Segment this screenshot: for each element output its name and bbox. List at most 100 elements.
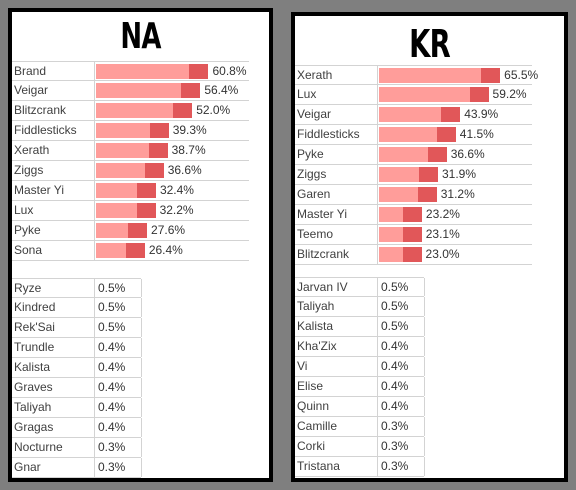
table-row: Fiddlesticks 41.5% xyxy=(295,125,532,145)
column-divider xyxy=(94,81,95,100)
champion-name: Brand xyxy=(14,64,47,78)
champion-name: Tristana xyxy=(297,459,340,473)
column-divider xyxy=(94,338,95,357)
column-divider xyxy=(424,278,425,296)
bar-cap xyxy=(441,107,461,122)
table-row: Teemo 23.1% xyxy=(295,225,532,245)
column-divider xyxy=(377,278,378,296)
data-label: 41.5% xyxy=(459,127,494,141)
table-row: Fiddlesticks 39.3% xyxy=(12,121,249,141)
table-value: 0.5% xyxy=(98,320,126,334)
column-divider xyxy=(94,298,95,317)
data-label: 52.0% xyxy=(196,103,231,117)
bar xyxy=(379,107,461,122)
bar-cap xyxy=(436,127,456,142)
column-divider xyxy=(94,318,95,337)
champion-name: Elise xyxy=(297,379,324,393)
data-label: 23.0% xyxy=(425,247,460,261)
champion-name: Lux xyxy=(14,203,34,217)
table-value: 0.3% xyxy=(381,459,409,473)
column-divider xyxy=(94,241,95,260)
column-divider xyxy=(141,298,142,317)
champion-name: Xerath xyxy=(14,143,50,157)
champion-name: Graves xyxy=(14,380,53,394)
column-divider xyxy=(377,337,378,356)
column-divider xyxy=(377,245,378,264)
column-divider xyxy=(424,417,425,436)
column-divider xyxy=(424,457,425,476)
table-row: Ziggs 36.6% xyxy=(12,161,249,181)
bar-cap xyxy=(144,163,164,178)
table-row: Quinn 0.4% xyxy=(295,397,425,417)
champion-name: Garen xyxy=(297,187,331,201)
data-label: 38.7% xyxy=(171,143,206,157)
column-divider xyxy=(377,85,378,104)
column-divider xyxy=(94,418,95,437)
champion-name: Rek'Sai xyxy=(14,320,55,334)
bar-cap xyxy=(469,87,489,102)
champion-name: Camille xyxy=(297,419,338,433)
column-divider xyxy=(377,357,378,376)
table-row: Sona 26.4% xyxy=(12,241,249,261)
table-value: 0.4% xyxy=(98,400,126,414)
table-row: Lux 59.2% xyxy=(295,85,532,105)
table-row: Kindred 0.5% xyxy=(12,298,142,318)
champion-name: Jarvan IV xyxy=(297,280,348,294)
table-row: Xerath 38.7% xyxy=(12,141,249,161)
champion-name: Kalista xyxy=(297,319,334,333)
table-value: 0.5% xyxy=(98,281,126,295)
column-divider xyxy=(94,398,95,417)
table-value: 0.5% xyxy=(381,280,409,294)
table-value: 0.5% xyxy=(381,299,409,313)
column-divider xyxy=(424,397,425,416)
table-value: 0.4% xyxy=(381,379,409,393)
champion-name: Fiddlesticks xyxy=(14,123,77,137)
table-row: Taliyah 0.4% xyxy=(12,398,142,418)
data-label: 32.4% xyxy=(159,183,194,197)
table-row: Jarvan IV 0.5% xyxy=(295,277,425,297)
champion-name: Kalista xyxy=(14,360,51,374)
column-divider xyxy=(141,398,142,417)
column-divider xyxy=(424,337,425,356)
bar-cap xyxy=(148,143,168,158)
table-row: Graves 0.4% xyxy=(12,378,142,398)
column-divider xyxy=(377,105,378,124)
table-value: 0.4% xyxy=(98,360,126,374)
table-row: Tristana 0.3% xyxy=(295,457,425,477)
champion-name: Master Yi xyxy=(297,207,348,221)
champion-name: Nocturne xyxy=(14,440,63,454)
table-value: 0.3% xyxy=(98,440,126,454)
table-value: 0.5% xyxy=(381,319,409,333)
champion-name: Quinn xyxy=(297,399,330,413)
bar-cap xyxy=(417,187,437,202)
column-divider xyxy=(94,161,95,180)
bar-cap xyxy=(128,223,148,238)
column-divider xyxy=(94,62,95,80)
column-divider xyxy=(141,358,142,377)
table-row: Blitzcrank 52.0% xyxy=(12,101,249,121)
bar-cap xyxy=(149,123,169,138)
column-divider xyxy=(94,358,95,377)
data-label: 36.6% xyxy=(167,163,202,177)
kr-panel: KR Xerath 65.5% Lux 59.2% Veigar 43.9% Fiddles… xyxy=(291,12,568,482)
column-divider xyxy=(94,121,95,140)
data-label: 27.6% xyxy=(151,223,186,237)
column-divider xyxy=(424,317,425,336)
bar-cap xyxy=(136,183,156,198)
bar-cap xyxy=(125,243,145,258)
champion-name: Master Yi xyxy=(14,183,65,197)
column-divider xyxy=(377,165,378,184)
column-divider xyxy=(377,125,378,144)
table-row: Xerath 65.5% xyxy=(295,65,538,85)
column-divider xyxy=(377,145,378,164)
table-value: 0.4% xyxy=(381,359,409,373)
column-divider xyxy=(94,378,95,397)
table-row: Veigar 56.4% xyxy=(12,81,249,101)
champion-name: Fiddlesticks xyxy=(297,127,360,141)
champion-name: Pyke xyxy=(297,147,324,161)
column-divider xyxy=(94,101,95,120)
column-divider xyxy=(424,437,425,456)
table-row: Rek'Sai 0.5% xyxy=(12,318,142,338)
bar-cap xyxy=(136,203,156,218)
bar-cap xyxy=(402,247,422,262)
